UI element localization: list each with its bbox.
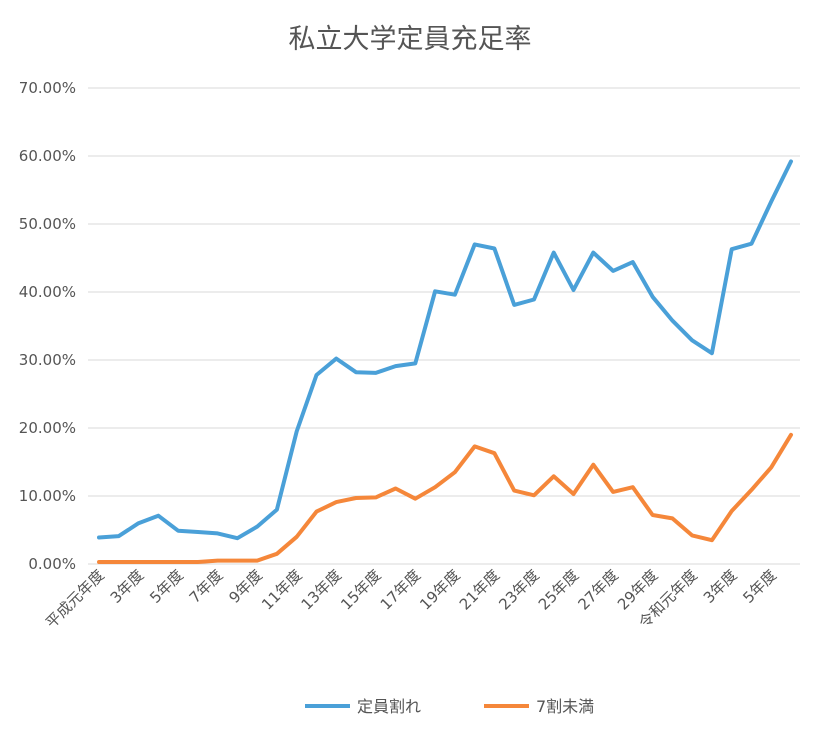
y-tick-label: 40.00% xyxy=(19,283,76,301)
y-tick-label: 0.00% xyxy=(28,555,76,573)
y-tick-label: 70.00% xyxy=(19,79,76,97)
y-tick-label: 10.00% xyxy=(19,487,76,505)
series-line-1 xyxy=(97,159,793,541)
gridlines xyxy=(88,87,800,565)
x-tick-label: 19年度 xyxy=(416,566,463,613)
x-tick-label: 5年度 xyxy=(739,566,780,607)
x-tick-label: 17年度 xyxy=(377,566,424,613)
x-tick-label: 平成元年度 xyxy=(42,566,108,632)
y-axis: 0.00% 10.00% 20.00% 30.00% 40.00% 50.00% 60.00… xyxy=(19,79,76,573)
series-line-2 xyxy=(97,432,793,564)
x-tick-label: 7年度 xyxy=(186,566,227,607)
legend-label: 7割未満 xyxy=(536,697,594,716)
x-tick-label: 3年度 xyxy=(107,566,148,607)
x-tick-label: 21年度 xyxy=(456,566,503,613)
x-tick-label: 3年度 xyxy=(700,566,741,607)
x-axis: 平成元年度3年度5年度7年度9年度11年度13年度15年度17年度19年度21年… xyxy=(42,566,780,632)
y-tick-label: 50.00% xyxy=(19,215,76,233)
y-tick-label: 30.00% xyxy=(19,351,76,369)
x-tick-label: 5年度 xyxy=(146,566,187,607)
chart-title: 私立大学定員充足率 xyxy=(289,24,532,55)
legend-label: 定員割れ xyxy=(357,697,421,716)
y-tick-label: 20.00% xyxy=(19,419,76,437)
y-tick-label: 60.00% xyxy=(19,147,76,165)
x-tick-label: 15年度 xyxy=(337,566,384,613)
x-tick-label: 23年度 xyxy=(495,566,542,613)
x-tick-label: 25年度 xyxy=(535,566,582,613)
x-tick-label: 27年度 xyxy=(574,566,621,613)
series-lines xyxy=(97,159,793,564)
x-tick-label: 11年度 xyxy=(258,566,305,613)
x-tick-label: 13年度 xyxy=(298,566,345,613)
legend: 定員割れ 7割未満 xyxy=(305,697,594,716)
